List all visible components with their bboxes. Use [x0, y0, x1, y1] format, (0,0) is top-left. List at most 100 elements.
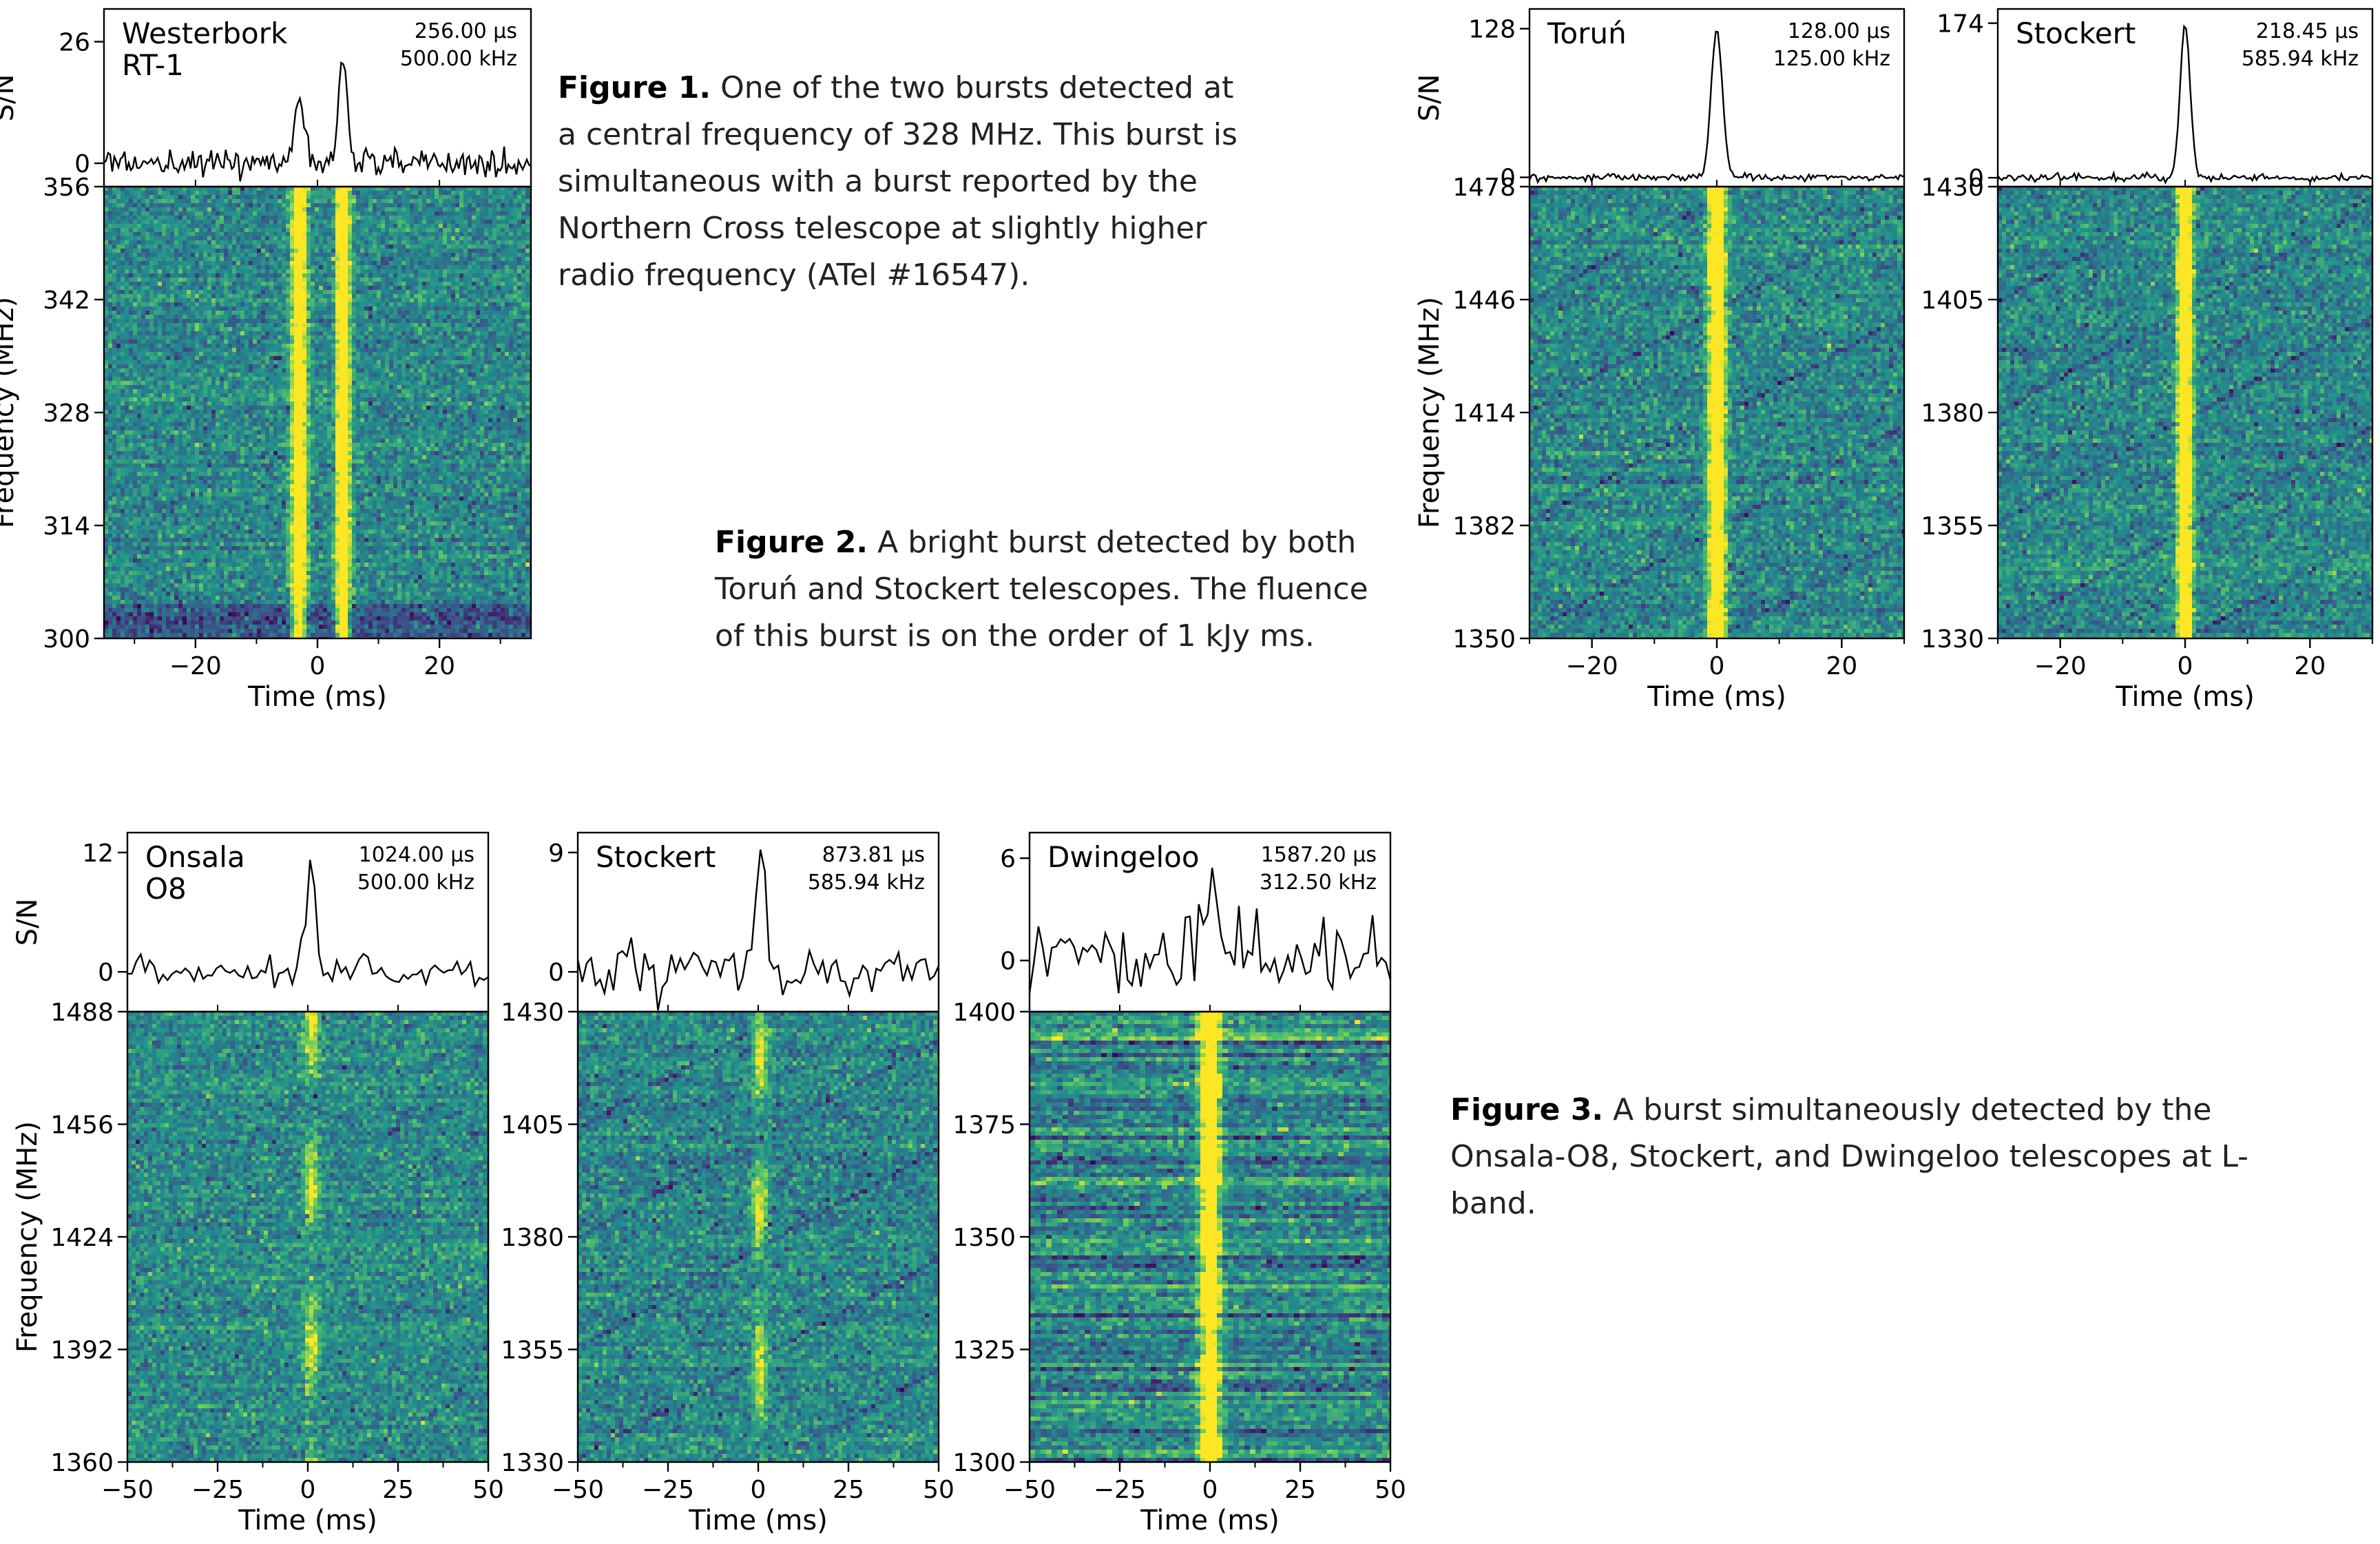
x-tick-label: −50: [552, 1476, 604, 1504]
y-tick-label: 1405: [1921, 286, 1984, 315]
sn-tick-label: 0: [1000, 948, 1016, 976]
telescope-label: Dwingeloo: [1047, 840, 1200, 874]
sn-tick-label: 128: [1468, 16, 1516, 44]
x-tick-label: 25: [1284, 1476, 1316, 1504]
figure-1-label: Figure 1.: [558, 70, 711, 105]
x-tick-label: −25: [1094, 1476, 1146, 1504]
y-tick-label: 1424: [50, 1224, 114, 1252]
onsala-dynamic-spectrum: [127, 1012, 492, 1463]
telescope-label: Toruń: [1547, 17, 1627, 50]
frequency-resolution: 500.00 kHz: [357, 870, 474, 895]
sn-tick-label: 0: [548, 959, 564, 987]
time-resolution: 873.81 μs: [822, 843, 925, 867]
x-tick-label: −50: [1003, 1476, 1056, 1504]
telescope-label: Stockert: [596, 840, 716, 874]
y-tick-label: 314: [43, 512, 90, 541]
sn-tick-label: 0: [74, 150, 90, 178]
x-tick-label: 50: [1375, 1476, 1406, 1504]
y-tick-label: 1446: [1452, 286, 1516, 315]
y-tick-label: 1325: [952, 1337, 1016, 1365]
time-resolution: 218.45 μs: [2256, 19, 2359, 43]
x-tick-label: 50: [472, 1476, 504, 1504]
telescope-label: Onsala: [145, 840, 245, 874]
x-tick-label: 0: [300, 1476, 316, 1504]
sn-tick-label: 0: [1968, 165, 1984, 193]
x-axis-label: Time (ms): [238, 1505, 377, 1536]
y-tick-label: 1382: [1452, 512, 1516, 541]
time-resolution: 128.00 μs: [1788, 19, 1890, 43]
time-resolution: 1587.20 μs: [1261, 843, 1377, 867]
sn-axis-label: S/N: [1414, 74, 1445, 122]
y-tick-label: 1355: [501, 1337, 564, 1365]
x-tick-label: 50: [923, 1476, 954, 1504]
y-tick-label: 1380: [501, 1224, 564, 1252]
x-tick-label: 25: [382, 1476, 414, 1504]
telescope-label: RT-1: [122, 48, 184, 82]
x-tick-label: 20: [424, 652, 455, 680]
y-axis-label: Frequency (MHz): [0, 297, 20, 528]
y-tick-label: 1350: [952, 1224, 1016, 1252]
x-tick-label: 0: [2178, 652, 2193, 680]
x-axis-label: Time (ms): [2115, 681, 2255, 713]
figure-3-label: Figure 3.: [1450, 1092, 1603, 1127]
y-tick-label: 1430: [501, 999, 564, 1027]
y-tick-label: 1456: [50, 1112, 114, 1140]
y-tick-label: 300: [43, 625, 90, 654]
frequency-resolution: 312.50 kHz: [1260, 870, 1377, 895]
y-tick-label: 1488: [50, 999, 114, 1027]
telescope-label: O8: [145, 872, 187, 906]
frequency-resolution: 125.00 kHz: [1773, 47, 1890, 71]
stockert-1-dynamic-spectrum: [1998, 187, 2374, 642]
figure-3-caption: Figure 3. A burst simultaneously detecte…: [1450, 1087, 2263, 1227]
sn-tick-label: 9: [548, 839, 564, 868]
torun-dynamic-spectrum: [1530, 187, 1906, 642]
stockert-2-dynamic-spectrum: [578, 1012, 942, 1463]
y-tick-label: 1405: [501, 1112, 564, 1140]
y-tick-label: 342: [43, 286, 90, 315]
telescope-label: Westerbork: [122, 17, 288, 50]
x-tick-label: 0: [310, 652, 326, 680]
y-tick-label: 1330: [501, 1449, 564, 1477]
sn-tick-label: 26: [59, 29, 90, 57]
frequency-resolution: 585.94 kHz: [808, 870, 925, 895]
sn-axis-label: S/N: [0, 74, 20, 122]
time-resolution: 1024.00 μs: [359, 843, 474, 867]
sn-tick-label: 0: [98, 959, 114, 987]
y-tick-label: 1375: [952, 1112, 1016, 1140]
westerbork-dynamic-spectrum: [104, 187, 534, 642]
sn-axis-label: S/N: [12, 899, 43, 946]
x-tick-label: 20: [2294, 652, 2326, 680]
y-tick-label: 1350: [1452, 625, 1516, 654]
y-tick-label: 1360: [50, 1449, 114, 1477]
x-tick-label: 0: [1202, 1476, 1218, 1504]
figure-2-label: Figure 2.: [715, 525, 868, 560]
x-tick-label: 25: [833, 1476, 864, 1504]
x-tick-label: −25: [642, 1476, 694, 1504]
x-tick-label: −25: [191, 1476, 244, 1504]
x-tick-label: −20: [169, 652, 222, 680]
y-tick-label: 1330: [1921, 625, 1984, 654]
x-tick-label: 20: [1826, 652, 1857, 680]
x-axis-label: Time (ms): [688, 1505, 828, 1536]
telescope-label: Stockert: [2016, 17, 2136, 50]
x-tick-label: −20: [2034, 652, 2087, 680]
x-tick-label: 0: [751, 1476, 766, 1504]
x-tick-label: 0: [1709, 652, 1725, 680]
x-tick-label: −20: [1566, 652, 1618, 680]
y-tick-label: 1392: [50, 1337, 114, 1365]
x-axis-label: Time (ms): [1140, 1505, 1280, 1536]
frequency-resolution: 585.94 kHz: [2242, 47, 2359, 71]
time-resolution: 256.00 μs: [415, 19, 517, 43]
sn-tick-label: 0: [1500, 165, 1516, 193]
